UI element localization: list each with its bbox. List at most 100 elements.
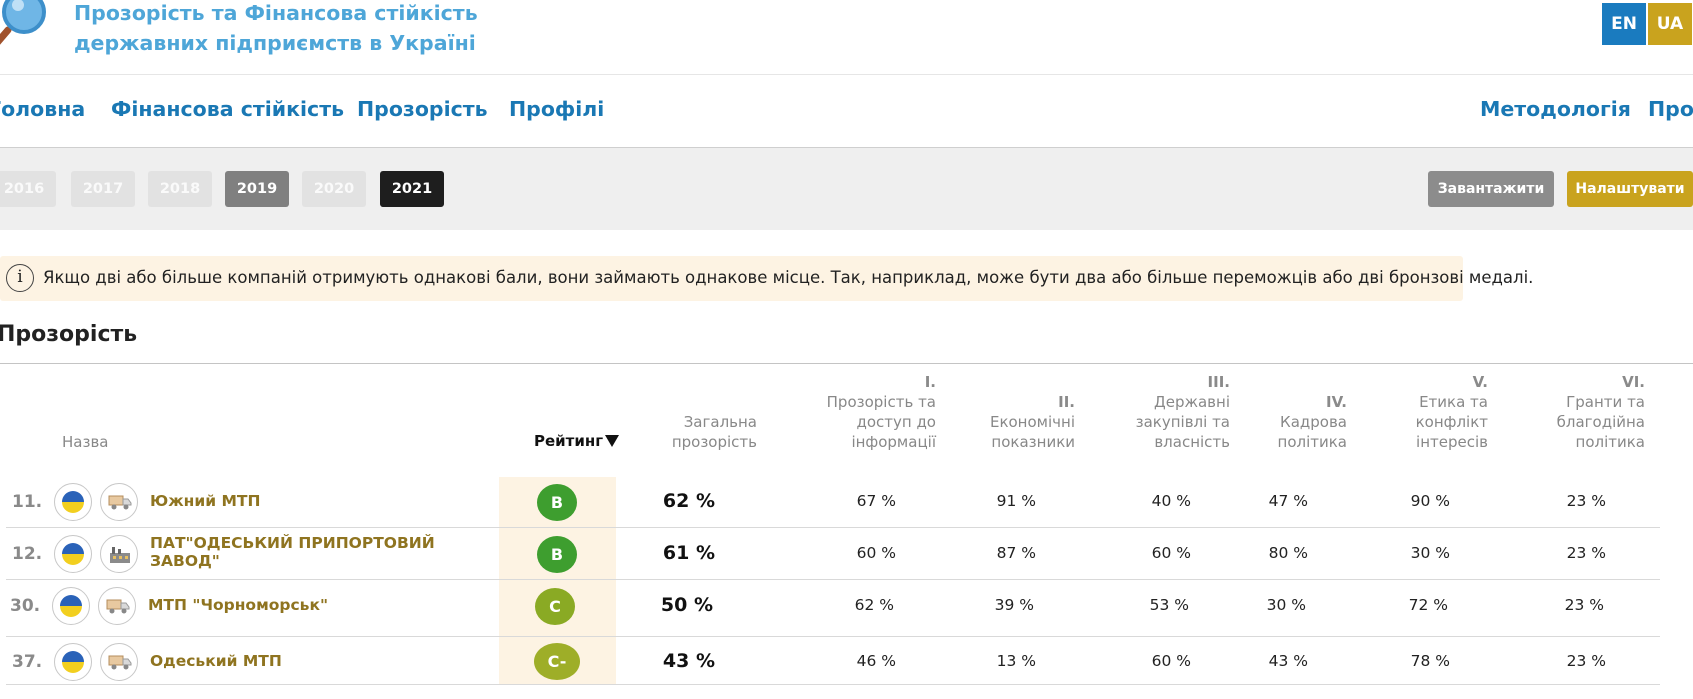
column-header-hr-num: IV. [1326,393,1347,411]
column-header-grants-line2: благодійна [1556,413,1645,431]
site-title-line2: державних підприємств в Україні [74,31,476,55]
column-header-total[interactable]: Загальна прозорість [672,412,757,452]
site-header: Прозорість та Фінансова стійкість держав… [0,0,1693,75]
procurement-cell: 40 % [1151,492,1191,510]
nav-profiles[interactable]: Профілі [509,97,605,121]
column-header-ethics-line1: Етика та [1419,393,1488,411]
company-name-link[interactable]: Одеський МТП [150,652,282,670]
column-header-procurement-num: III. [1207,373,1230,391]
truck-icon [100,643,138,681]
truck-icon [98,587,136,625]
company-name-link[interactable]: МТП "Чорноморськ" [148,596,328,614]
ukraine-flag-icon [54,483,92,521]
nav-transparency[interactable]: Прозорість [357,97,488,121]
site-title[interactable]: Прозорість та Фінансова стійкість держав… [74,0,478,58]
table-row[interactable]: 11. Южний МТП B 62 % 67 % 91 % 40 % 47 %… [0,476,1660,528]
ethics-cell: 72 % [1408,596,1448,614]
info-icon: i [6,264,34,292]
lang-ua-button[interactable]: UA [1648,3,1692,45]
info-access-cell: 60 % [856,544,896,562]
rating-badge: C- [534,643,580,680]
nav-home[interactable]: Головна [0,97,86,121]
grants-cell: 23 % [1566,492,1606,510]
notice-text: Якщо дві або більше компаній отримують о… [43,268,1534,287]
hr-cell: 43 % [1268,652,1308,670]
lang-en-button[interactable]: EN [1602,3,1646,45]
nav-financial-stability[interactable]: Фінансова стійкість [111,97,345,121]
year-2021-button[interactable]: 2021 [380,171,444,207]
nav-about[interactable]: Про [1648,97,1693,121]
column-header-hr-line2: політика [1277,433,1347,451]
economic-cell: 39 % [994,596,1034,614]
procurement-cell: 53 % [1149,596,1189,614]
column-header-ethics-line2: конфлікт [1415,413,1488,431]
column-header-hr-line1: Кадрова [1280,413,1347,431]
company-name-line2: ЗАВОД" [150,552,220,570]
company-name-line1: ПАТ"ОДЕСЬКИЙ ПРИПОРТОВИЙ [150,534,435,552]
ethics-cell: 78 % [1410,652,1450,670]
company-name-line1: Южний МТП [150,492,261,510]
column-header-hr[interactable]: IV. Кадрова політика [1278,392,1347,452]
column-header-procurement-line2: закупівлі та [1135,413,1230,431]
table-row[interactable]: 37. Одеський МТП C- 43 % 46 % 13 % 60 % … [0,637,1660,685]
column-header-ethics-line3: інтересів [1416,433,1488,451]
total-transparency-cell: 62 % [662,490,715,512]
info-access-cell: 67 % [856,492,896,510]
column-header-info-access-line3: інформації [851,433,936,451]
tie-notice: i Якщо дві або більше компаній отримують… [0,256,1533,301]
year-2018-button[interactable]: 2018 [148,171,212,207]
year-2020-button[interactable]: 2020 [302,171,366,207]
ethics-cell: 30 % [1410,544,1450,562]
company-name-link[interactable]: ПАТ"ОДЕСЬКИЙ ПРИПОРТОВИЙ ЗАВОД" [150,534,435,570]
info-access-cell: 46 % [856,652,896,670]
truck-icon [100,483,138,521]
download-button[interactable]: Завантажити [1428,171,1554,207]
total-transparency-cell: 50 % [660,594,713,616]
column-header-economic-num: II. [1058,393,1075,411]
column-header-grants[interactable]: VI. Гранти та благодійна політика [1557,372,1645,452]
grants-cell: 23 % [1566,652,1606,670]
ukraine-flag-icon [54,535,92,573]
table-row[interactable]: 30. МТП "Чорноморськ" C 50 % 62 % 39 % 5… [0,580,1660,637]
column-header-rating[interactable]: Рейтинг [534,432,604,450]
grants-cell: 23 % [1564,596,1604,614]
year-2019-button[interactable]: 2019 [225,171,289,207]
sort-desc-icon[interactable] [605,435,619,447]
main-nav: Головна Фінансова стійкість Прозорість П… [0,75,1693,148]
company-name-line1: Одеський МТП [150,652,282,670]
column-header-economic[interactable]: II. Економічні показники [990,392,1075,452]
total-transparency-cell: 61 % [662,542,715,564]
section-title: Прозорість [0,322,138,347]
column-header-info-access-line2: доступ до [856,413,936,431]
column-header-procurement[interactable]: III. Державні закупівлі та власність [1136,372,1230,452]
row-rank: 37. [12,652,43,672]
hr-cell: 80 % [1268,544,1308,562]
magnifier-logo-icon[interactable] [0,0,60,48]
column-header-grants-num: VI. [1622,373,1645,391]
table-row[interactable]: 12. ПАТ"ОДЕСЬКИЙ ПРИПОРТОВИЙ ЗАВОД" B 61… [0,528,1660,580]
column-header-grants-line3: політика [1575,433,1645,451]
column-header-info-access[interactable]: I. Прозорість та доступ до інформації [827,372,936,452]
economic-cell: 87 % [996,544,1036,562]
nav-methodology[interactable]: Методологія [1480,97,1631,121]
company-name-link[interactable]: Южний МТП [150,492,260,510]
column-header-procurement-line3: власність [1154,433,1230,451]
column-header-ethics[interactable]: V. Етика та конфлікт інтересів [1416,372,1488,452]
row-rank: 30. [10,596,41,616]
hr-cell: 30 % [1266,596,1306,614]
column-header-total-line1: Загальна [683,413,757,431]
economic-cell: 91 % [996,492,1036,510]
settings-button[interactable]: Налаштувати [1567,171,1693,207]
column-header-grants-line1: Гранти та [1566,393,1645,411]
year-2017-button[interactable]: 2017 [71,171,135,207]
column-header-info-access-num: I. [924,373,936,391]
rating-badge: B [537,536,577,573]
info-access-cell: 62 % [854,596,894,614]
column-header-name[interactable]: Назва [62,433,109,451]
procurement-cell: 60 % [1151,652,1191,670]
economic-cell: 13 % [996,652,1036,670]
year-2016-button[interactable]: 2016 [0,171,56,207]
hr-cell: 47 % [1268,492,1308,510]
ukraine-flag-icon [54,643,92,681]
row-rank: 11. [12,492,43,512]
